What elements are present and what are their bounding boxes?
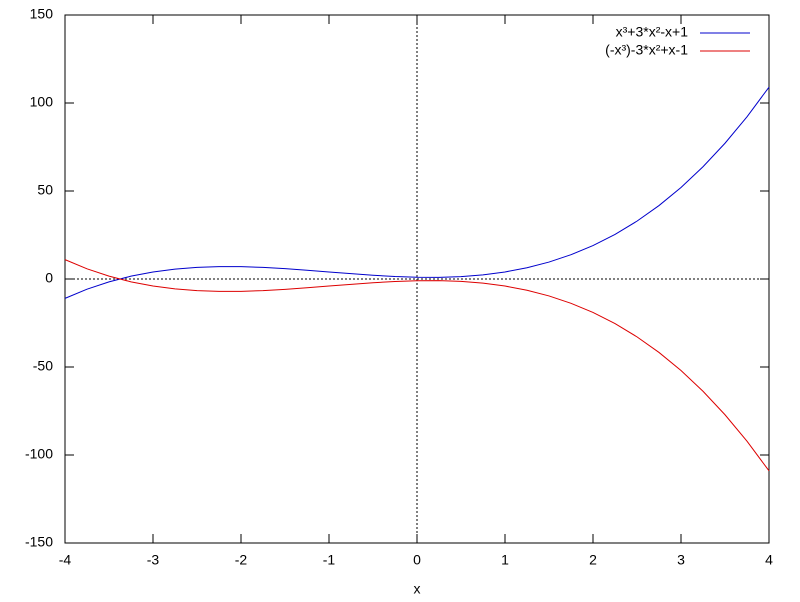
series-line <box>64 259 770 472</box>
x-tick-label: 1 <box>501 552 509 568</box>
y-tick-label: 100 <box>30 94 54 110</box>
y-tick-label: -150 <box>25 534 53 550</box>
y-tick-label: -100 <box>25 446 53 462</box>
y-tick-label: 0 <box>45 270 53 286</box>
x-tick-label: 3 <box>677 552 685 568</box>
y-tick-label: 150 <box>30 6 54 22</box>
x-tick-label: -1 <box>323 552 336 568</box>
x-axis-label: x <box>414 581 421 597</box>
x-tick-label: -3 <box>147 552 160 568</box>
legend-label: (-x³)-3*x²+x-1 <box>605 42 688 58</box>
x-tick-label: 0 <box>413 552 421 568</box>
legend-label: x³+3*x²-x+1 <box>616 24 689 40</box>
y-tick-label: 50 <box>37 182 53 198</box>
x-tick-label: 2 <box>589 552 597 568</box>
x-tick-label: -4 <box>59 552 72 568</box>
x-tick-label: 4 <box>765 552 773 568</box>
y-tick-label: -50 <box>33 358 53 374</box>
series-line <box>64 86 770 299</box>
x-tick-label: -2 <box>235 552 248 568</box>
